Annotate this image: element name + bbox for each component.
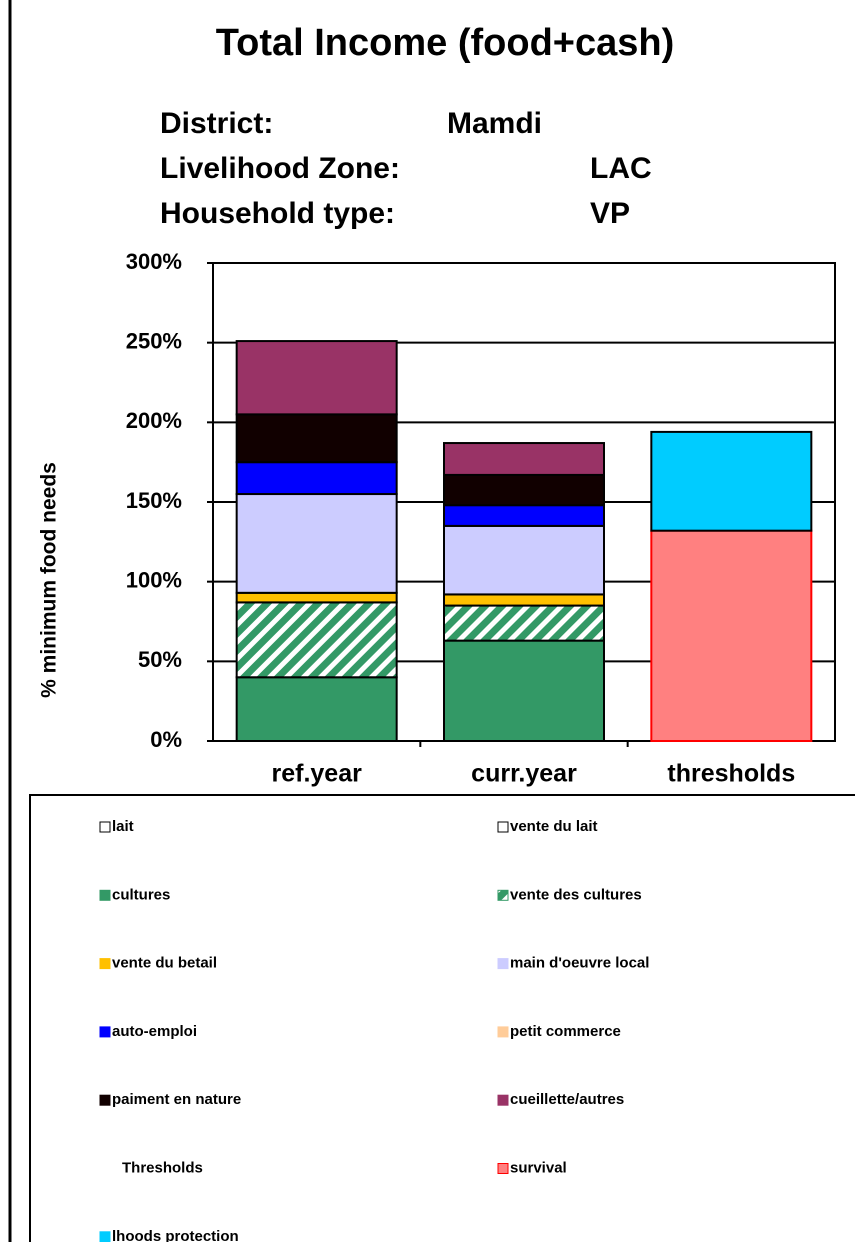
- legend-label: survival: [510, 1159, 567, 1176]
- legend-box: [29, 794, 855, 1242]
- legend-swatch: [497, 1163, 509, 1174]
- info-label: District:: [160, 107, 273, 140]
- info-value: LAC: [590, 152, 652, 185]
- legend-swatch: [99, 1231, 111, 1242]
- legend-label: cultures: [112, 886, 170, 903]
- legend-swatch: [99, 1026, 111, 1038]
- x-tick-label: ref.year: [271, 760, 362, 788]
- legend-heading: Thresholds: [122, 1159, 203, 1176]
- legend-swatch: [497, 889, 509, 901]
- info-value: Mamdi: [447, 107, 542, 140]
- bar-segment: [235, 461, 398, 496]
- bar-segment: [443, 604, 605, 642]
- bar-segment: [235, 413, 398, 464]
- legend-label: petit commerce: [510, 1023, 621, 1040]
- legend-label: cueillette/autres: [510, 1091, 624, 1108]
- info-label: Household type:: [160, 197, 395, 230]
- bar-segment: [443, 593, 605, 607]
- legend-swatch: [99, 958, 111, 970]
- bar-segment: [443, 442, 605, 476]
- info-label: Livelihood Zone:: [160, 152, 400, 185]
- bar-segment: [650, 529, 813, 742]
- bar-segment: [235, 676, 398, 742]
- legend-label: lhoods protection: [112, 1228, 239, 1242]
- legend-label: vente du lait: [510, 818, 598, 835]
- legend-swatch: [497, 1094, 509, 1106]
- legend-label: lait: [112, 818, 134, 835]
- bar-segment: [235, 591, 398, 604]
- chart-title: Total Income (food+cash): [216, 22, 675, 64]
- y-tick-label: 200%: [126, 408, 182, 433]
- legend-label: vente du betail: [112, 955, 217, 972]
- legend-swatch: [99, 889, 111, 901]
- bar-segment: [650, 430, 813, 532]
- legend-label: vente des cultures: [510, 886, 642, 903]
- bar-segment: [443, 639, 605, 742]
- bar-segment: [235, 340, 398, 416]
- info-value: VP: [590, 197, 630, 230]
- legend-swatch: [99, 821, 111, 833]
- legend-label: auto-emploi: [112, 1023, 197, 1040]
- legend-swatch: [497, 821, 509, 833]
- x-tick-label: thresholds: [667, 760, 795, 788]
- bar-segment: [235, 601, 398, 679]
- legend-swatch: [497, 958, 509, 970]
- bar-segment: [235, 493, 398, 594]
- y-tick-label: 250%: [126, 328, 182, 353]
- y-tick-label: 50%: [138, 647, 182, 672]
- y-tick-label: 0%: [150, 727, 182, 752]
- y-axis-label: % minimum food needs: [38, 462, 61, 698]
- bar-segment: [443, 504, 605, 527]
- y-tick-label: 150%: [126, 488, 182, 513]
- legend-label: paiment en nature: [112, 1091, 241, 1108]
- y-tick-label: 300%: [126, 249, 182, 274]
- bar-segment: [443, 524, 605, 596]
- y-tick-label: 100%: [126, 567, 182, 592]
- legend-swatch: [99, 1094, 111, 1106]
- legend-label: main d'oeuvre local: [510, 955, 649, 972]
- x-tick-label: curr.year: [471, 760, 577, 788]
- bar-segment: [443, 473, 605, 507]
- legend-swatch: [497, 1026, 509, 1038]
